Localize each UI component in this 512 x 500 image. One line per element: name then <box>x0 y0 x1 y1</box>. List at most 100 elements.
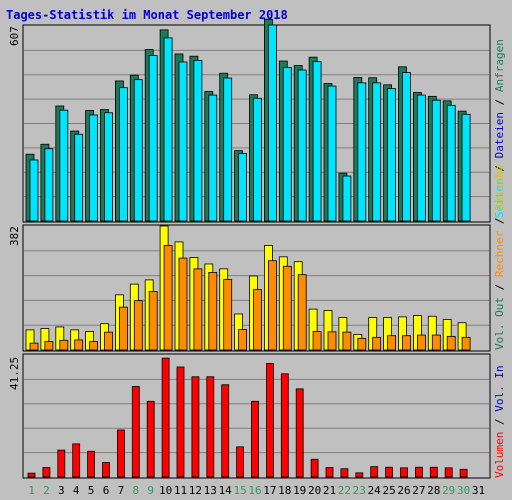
bar-rechner-day-30 <box>461 336 471 351</box>
bar-dateien-day-18 <box>282 67 292 222</box>
bar-dateien-day-14 <box>223 77 233 222</box>
bar-dateien-day-26 <box>402 72 411 222</box>
legend-volumen: Volumen <box>493 432 506 478</box>
bar-dateien-day-15 <box>238 153 248 222</box>
bottom-panel-frame <box>22 353 491 479</box>
bar-dateien-day-3 <box>59 109 69 222</box>
bar-rechner-day-7 <box>119 306 128 351</box>
x-tick-19: 19 <box>293 484 306 497</box>
bar-rechner-day-12 <box>193 268 203 351</box>
x-tick-2: 2 <box>43 484 50 497</box>
bar-volumen-day-27 <box>414 466 423 478</box>
legend-top: Seiten / Dateien / Anfragen <box>493 39 506 218</box>
bar-dateien-day-19 <box>297 69 307 222</box>
bar-volumen-day-15 <box>236 446 245 478</box>
bar-volumen-day-17 <box>265 363 274 478</box>
bar-rechner-day-28 <box>431 334 441 351</box>
bar-rechner-day-14 <box>223 279 233 351</box>
bar-dateien-day-23 <box>357 82 367 222</box>
x-tick-25: 25 <box>382 484 395 497</box>
x-tick-15: 15 <box>233 484 246 497</box>
bar-rechner-day-15 <box>238 329 248 351</box>
legend-sep-3: / <box>493 277 506 297</box>
bar-volumen-day-29 <box>444 467 453 478</box>
bar-volumen-day-6 <box>102 462 110 478</box>
bar-dateien-day-9 <box>148 55 158 222</box>
bar-rechner-day-19 <box>297 274 307 351</box>
legend-dateien: Dateien <box>493 112 506 158</box>
bar-volumen-day-8 <box>131 386 140 478</box>
bar-volumen-day-26 <box>400 467 408 478</box>
bar-rechner-day-3 <box>59 339 69 351</box>
bar-dateien-day-20 <box>312 61 322 222</box>
bar-rechner-day-9 <box>148 291 158 351</box>
bar-volumen-day-4 <box>72 443 81 478</box>
bar-dateien-day-6 <box>104 112 113 222</box>
bar-rechner-day-13 <box>208 272 218 351</box>
x-tick-1: 1 <box>28 484 35 497</box>
bar-dateien-day-13 <box>208 94 218 222</box>
x-tick-28: 28 <box>427 484 440 497</box>
x-tick-22: 22 <box>338 484 351 497</box>
bar-rechner-day-26 <box>402 335 411 351</box>
bar-volumen-day-5 <box>87 450 95 478</box>
legend-seiten: Seiten <box>493 178 506 218</box>
bar-rechner-day-1 <box>29 342 39 351</box>
x-tick-5: 5 <box>88 484 95 497</box>
bar-volumen-day-21 <box>325 467 334 478</box>
bar-volumen-day-12 <box>191 376 200 478</box>
legend-sep-4: / <box>493 211 506 231</box>
bar-volumen-day-24 <box>370 466 379 478</box>
bar-volumen-day-16 <box>251 400 259 478</box>
bar-dateien-day-10 <box>163 37 173 222</box>
bar-dateien-day-21 <box>327 85 337 222</box>
bar-volumen-day-9 <box>146 400 155 478</box>
bar-dateien-day-22 <box>342 175 352 222</box>
bar-volumen-day-25 <box>385 466 394 478</box>
x-tick-21: 21 <box>323 484 336 497</box>
bar-rechner-day-8 <box>133 300 143 351</box>
bar-rechner-day-6 <box>104 331 113 351</box>
bar-dateien-day-8 <box>133 79 143 222</box>
bar-volumen-day-7 <box>117 429 125 478</box>
x-tick-13: 13 <box>204 484 217 497</box>
bar-volumen-day-14 <box>221 384 230 478</box>
bar-dateien-day-27 <box>416 94 426 222</box>
bar-rechner-day-24 <box>372 336 382 351</box>
legend-middle: Vol. Out / Rechner / Besuche <box>493 165 506 350</box>
bar-dateien-day-29 <box>446 104 456 222</box>
bar-dateien-day-1 <box>29 159 39 222</box>
x-tick-labels: 1 2 3 4 5 6 7 8 9 10 11 12 13 14 15 16 17 18 19 20 21 22 23 24 2… <box>28 484 485 497</box>
bar-volumen-day-19 <box>295 388 304 478</box>
legend-sep-2: / <box>493 92 506 112</box>
bar-volumen-day-1 <box>27 472 36 478</box>
legend-vol-out: Vol. Out <box>493 297 506 350</box>
top-panel-frame <box>22 24 491 223</box>
bar-volumen-day-3 <box>57 449 66 478</box>
x-tick-6: 6 <box>103 484 110 497</box>
x-tick-24: 24 <box>368 484 382 497</box>
bar-rechner-day-18 <box>282 265 292 351</box>
bar-dateien-day-7 <box>119 87 128 222</box>
legend-sep-5: / <box>493 412 506 432</box>
bar-rechner-day-4 <box>74 339 84 351</box>
legend-bottom: Volumen / Vol. In <box>493 365 506 478</box>
bar-rechner-day-23 <box>357 337 367 351</box>
x-tick-20: 20 <box>308 484 321 497</box>
bar-dateien-day-5 <box>89 114 98 222</box>
x-tick-11: 11 <box>174 484 187 497</box>
bar-dateien-day-17 <box>267 24 277 222</box>
bar-rechner-day-2 <box>44 341 54 351</box>
bar-marks <box>25 18 471 478</box>
top-ymax-label: 607 <box>8 26 21 46</box>
x-tick-4: 4 <box>73 484 80 497</box>
bar-dateien-day-24 <box>372 82 382 222</box>
x-tick-12: 12 <box>189 484 202 497</box>
x-tick-17: 17 <box>263 484 276 497</box>
bar-dateien-day-4 <box>74 133 84 222</box>
bar-dateien-day-11 <box>178 61 188 222</box>
bar-dateien-day-28 <box>431 99 441 222</box>
bar-volumen-day-11 <box>176 366 185 478</box>
x-tick-16: 16 <box>248 484 261 497</box>
bar-volumen-day-23 <box>355 472 364 478</box>
